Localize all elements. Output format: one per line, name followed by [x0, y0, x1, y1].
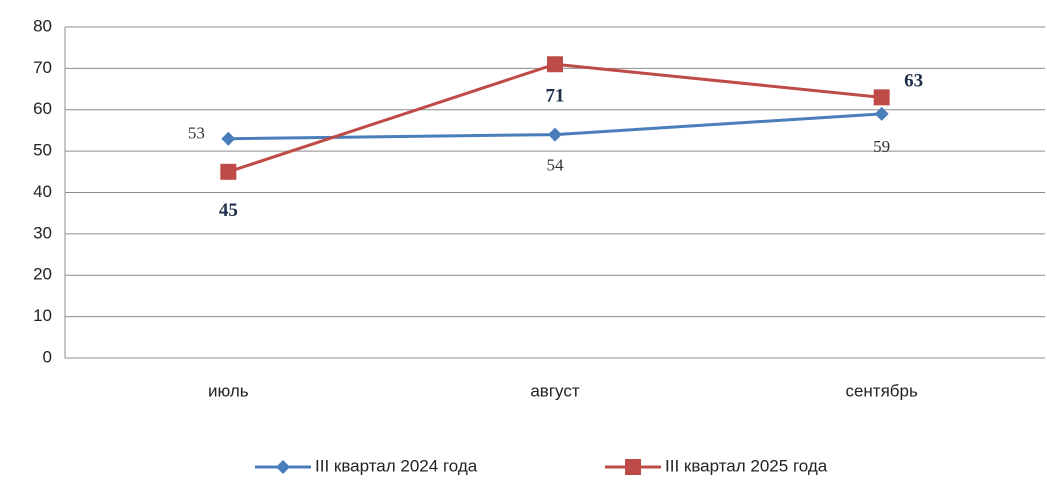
y-tick-label: 20 [33, 265, 52, 284]
legend-label: III квартал 2024 года [315, 456, 478, 475]
x-tick-label: август [530, 381, 579, 400]
y-tick-label: 10 [33, 306, 52, 325]
y-tick-label: 80 [33, 16, 52, 35]
data-label: 71 [546, 86, 565, 107]
y-tick-label: 70 [33, 58, 52, 77]
data-label: 54 [547, 155, 565, 174]
marker [547, 56, 563, 73]
x-tick-label: июль [208, 381, 249, 400]
data-label: 59 [873, 137, 890, 156]
y-tick-label: 0 [43, 347, 52, 366]
y-tick-label: 40 [33, 182, 52, 201]
data-label: 63 [904, 71, 923, 92]
y-tick-label: 30 [33, 223, 52, 242]
marker [874, 106, 889, 121]
marker [873, 89, 890, 106]
marker [221, 131, 236, 146]
data-label: 45 [219, 200, 238, 221]
y-tick-label: 60 [33, 99, 52, 118]
x-tick-label: сентябрь [845, 381, 918, 400]
marker [548, 127, 562, 142]
y-tick-label: 50 [33, 141, 52, 160]
data-label: 53 [188, 124, 205, 143]
marker [220, 163, 237, 180]
legend-label: III квартал 2025 года [665, 456, 828, 475]
marker [276, 460, 290, 474]
marker [625, 459, 641, 475]
